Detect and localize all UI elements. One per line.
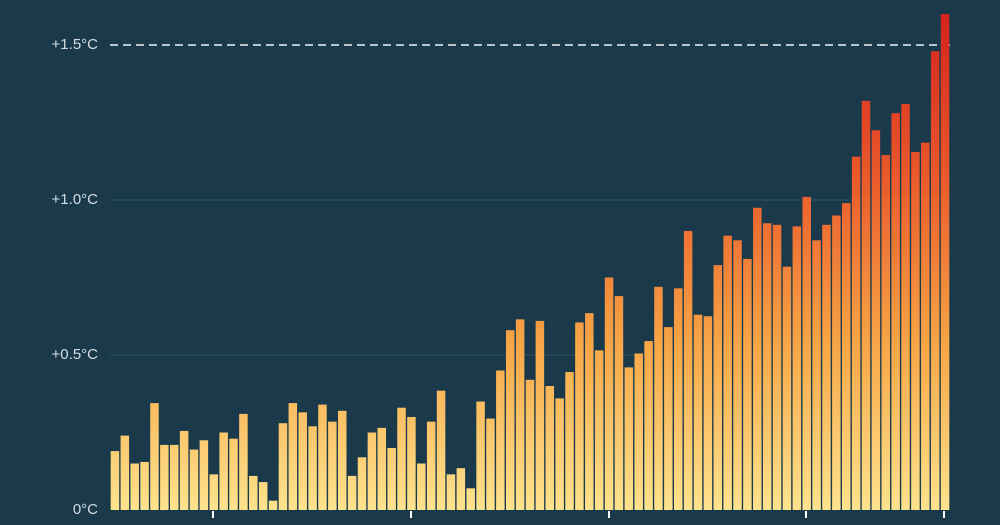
bar xyxy=(466,488,475,510)
bar xyxy=(921,142,930,510)
bar xyxy=(851,156,861,510)
bar xyxy=(901,103,910,511)
bar xyxy=(318,404,327,510)
bar xyxy=(841,203,851,510)
bar xyxy=(683,231,693,510)
bar xyxy=(120,435,130,510)
bar xyxy=(565,372,574,510)
y-tick-label: 0°C xyxy=(73,501,98,518)
bar xyxy=(664,327,673,510)
bar xyxy=(713,265,723,510)
bar xyxy=(278,423,288,510)
bar xyxy=(160,444,169,510)
bar xyxy=(288,403,298,510)
bar xyxy=(367,432,377,510)
bar xyxy=(545,386,555,510)
bar xyxy=(861,100,871,511)
bar xyxy=(743,258,752,510)
bar xyxy=(426,421,436,510)
bar xyxy=(357,457,367,510)
bar xyxy=(229,438,238,510)
bar xyxy=(199,440,209,510)
x-axis-ticks xyxy=(212,511,945,518)
bar xyxy=(772,224,782,511)
bar xyxy=(614,296,624,510)
bar xyxy=(515,319,525,510)
bar xyxy=(585,313,594,510)
bar xyxy=(110,451,120,510)
bar xyxy=(150,403,159,510)
y-tick-label: +1.0°C xyxy=(52,191,99,208)
bar xyxy=(209,474,219,510)
bar xyxy=(940,14,950,510)
bar xyxy=(762,223,772,510)
bar xyxy=(446,474,456,510)
bar xyxy=(911,151,920,510)
bar xyxy=(179,430,189,510)
bar xyxy=(476,401,485,510)
bar xyxy=(249,475,258,510)
bar xyxy=(555,398,564,510)
bar xyxy=(308,426,317,510)
bar xyxy=(130,463,139,510)
bar xyxy=(575,322,584,510)
bar xyxy=(436,390,446,510)
y-tick-label: +0.5°C xyxy=(52,346,99,363)
bar xyxy=(397,407,406,510)
bar xyxy=(525,379,535,510)
bar xyxy=(644,341,653,510)
bar xyxy=(624,367,634,510)
bar xyxy=(604,277,614,510)
bar xyxy=(239,413,248,510)
bar xyxy=(673,288,683,510)
bar xyxy=(387,448,396,510)
bar xyxy=(328,421,337,510)
bar xyxy=(802,196,811,510)
bar xyxy=(891,113,900,510)
bar xyxy=(594,350,604,510)
bar xyxy=(753,207,762,510)
bar xyxy=(782,266,792,510)
bar xyxy=(337,410,347,510)
bar xyxy=(881,155,891,511)
bar xyxy=(377,427,387,510)
bar xyxy=(456,468,466,510)
bar xyxy=(140,461,149,510)
bar xyxy=(792,226,802,510)
bar xyxy=(723,235,732,510)
bar xyxy=(407,417,416,510)
bar xyxy=(871,130,881,510)
bar xyxy=(258,482,268,510)
bar xyxy=(654,286,663,510)
bar xyxy=(189,449,199,510)
bar xyxy=(832,215,841,510)
bar xyxy=(219,432,228,510)
bar xyxy=(634,353,643,510)
bar xyxy=(347,475,357,510)
bar xyxy=(268,500,278,510)
bar xyxy=(822,224,831,511)
bar xyxy=(703,316,713,510)
bar xyxy=(505,330,515,510)
bar xyxy=(298,412,307,510)
bar xyxy=(496,370,505,510)
bar xyxy=(733,240,742,511)
bar xyxy=(812,240,821,511)
bar xyxy=(169,444,179,510)
bar xyxy=(693,314,703,510)
y-tick-label: +1.5°C xyxy=(52,36,99,53)
bar xyxy=(486,418,495,510)
bar xyxy=(535,320,545,510)
bar xyxy=(417,463,426,510)
bar xyxy=(930,51,940,510)
